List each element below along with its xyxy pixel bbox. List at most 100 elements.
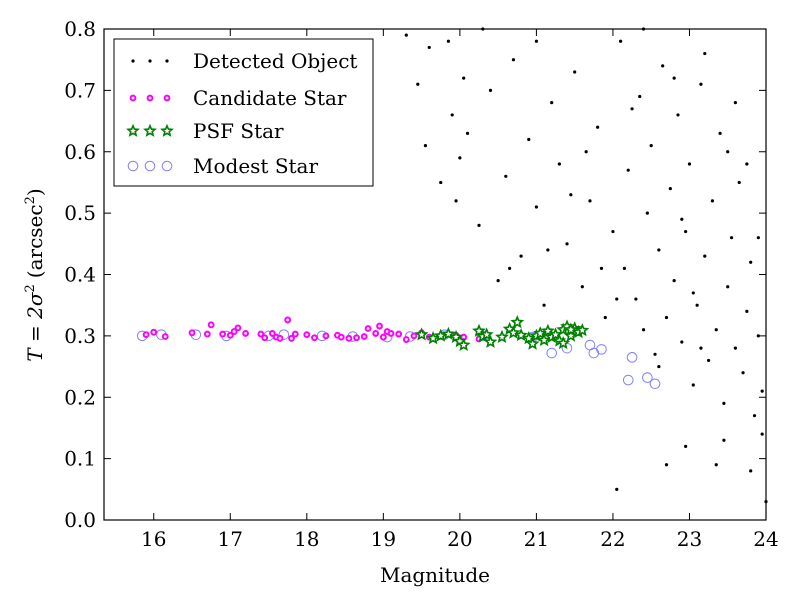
point-candidate-star [379,333,387,341]
legend-label-modest-star: Modest Star [193,154,318,178]
point-detected-object [580,285,584,289]
point-candidate-star [276,334,284,342]
point-detected-object [760,432,764,436]
point-detected-object [404,33,408,37]
legend-marker-candidate-star [146,94,154,102]
legend-marker-modest-star [127,160,139,172]
y-axis-label-close: ) [23,188,47,196]
x-tick-label: 17 [218,527,243,551]
point-detected-object [645,211,649,215]
point-candidate-star [242,330,249,337]
point-candidate-star [203,330,211,338]
point-psf-star [548,327,563,341]
point-detected-object [565,242,569,246]
point-candidate-star [230,328,238,335]
point-detected-object [657,248,661,252]
legend-marker-candidate-star [163,94,171,102]
legend-marker-detected-object [148,59,152,63]
series-modest-star [136,329,661,390]
point-candidate-star [234,324,242,332]
point-detected-object [718,131,722,135]
point-candidate-star [410,332,418,340]
point-candidate-star [364,325,372,332]
point-detected-object [454,199,458,203]
point-detected-object [707,358,711,363]
point-detected-object [603,315,607,320]
y-tick-label: 0.0 [64,508,96,532]
x-tick-label: 24 [753,527,778,551]
point-detected-object [710,199,715,203]
point-detected-object [749,260,753,264]
point-detected-object [599,266,604,270]
legend-box [113,38,374,187]
y-tick-label: 0.3 [64,324,96,348]
point-detected-object [584,150,588,154]
point-candidate-star [360,333,368,340]
point-candidate-star [387,330,395,337]
point-detected-object [462,76,466,80]
point-candidate-star [345,334,353,342]
point-candidate-star [288,334,295,342]
point-detected-object [630,107,634,111]
point-modest-star [649,378,661,390]
legend-marker-candidate-star [129,94,137,102]
point-detected-object [622,266,627,270]
point-detected-object [760,389,764,393]
legend-marker-psf-star [160,123,174,137]
point-detected-object [496,279,500,283]
point-detected-object [423,144,428,148]
point-detected-object [729,236,734,240]
point-modest-star [596,344,607,355]
point-candidate-star [322,332,330,340]
point-detected-object [668,186,672,191]
point-detected-object [699,82,703,86]
point-detected-object [745,309,749,313]
point-candidate-star [311,334,318,342]
point-candidate-star [261,334,269,342]
point-detected-object [664,463,669,467]
y-tick-label: 0.7 [64,78,96,102]
legend-item-detected-object: Detected Object [131,49,357,73]
point-detected-object [427,45,431,50]
point-modest-star [546,347,558,359]
y-tick-label: 0.8 [64,17,96,41]
point-detected-object [672,76,676,80]
x-axis-label: Magnitude [380,563,490,587]
point-detected-object [527,137,531,142]
point-detected-object [588,199,592,203]
y-axis-label-unit-sup: 2 [23,196,38,204]
x-tick-label: 19 [371,527,396,551]
point-modest-star [626,352,638,363]
point-detected-object [703,254,707,258]
y-axis-label-main: T = 2σ [23,291,47,362]
x-tick-label: 22 [600,527,625,551]
point-detected-object [756,236,760,240]
point-detected-object [546,248,550,252]
x-tick-label: 16 [141,527,166,551]
point-detected-object [450,113,454,117]
point-detected-object [657,364,661,369]
point-detected-object [722,438,726,442]
legend: Detected Object Candidate Star PSF Star Mod… [113,38,374,187]
point-detected-object [573,70,577,74]
point-detected-object [741,371,745,375]
point-detected-object [714,328,718,332]
point-candidate-star [161,333,169,340]
point-candidate-star [219,330,227,338]
marks-layer [136,27,768,504]
point-candidate-star [395,330,403,338]
point-detected-object [733,346,737,350]
point-detected-object [638,94,642,99]
point-detected-object [615,487,619,491]
point-psf-star [483,334,498,348]
point-detected-object [684,229,688,234]
series-detected-object [404,27,768,504]
point-detected-object [733,101,737,105]
y-tick-label: 0.4 [64,263,96,287]
legend-marker-modest-star [144,160,156,172]
point-detected-object [611,229,615,234]
point-psf-star [533,326,548,340]
legend-marker-detected-object [165,59,169,63]
point-psf-star [525,336,540,350]
point-detected-object [626,168,630,172]
